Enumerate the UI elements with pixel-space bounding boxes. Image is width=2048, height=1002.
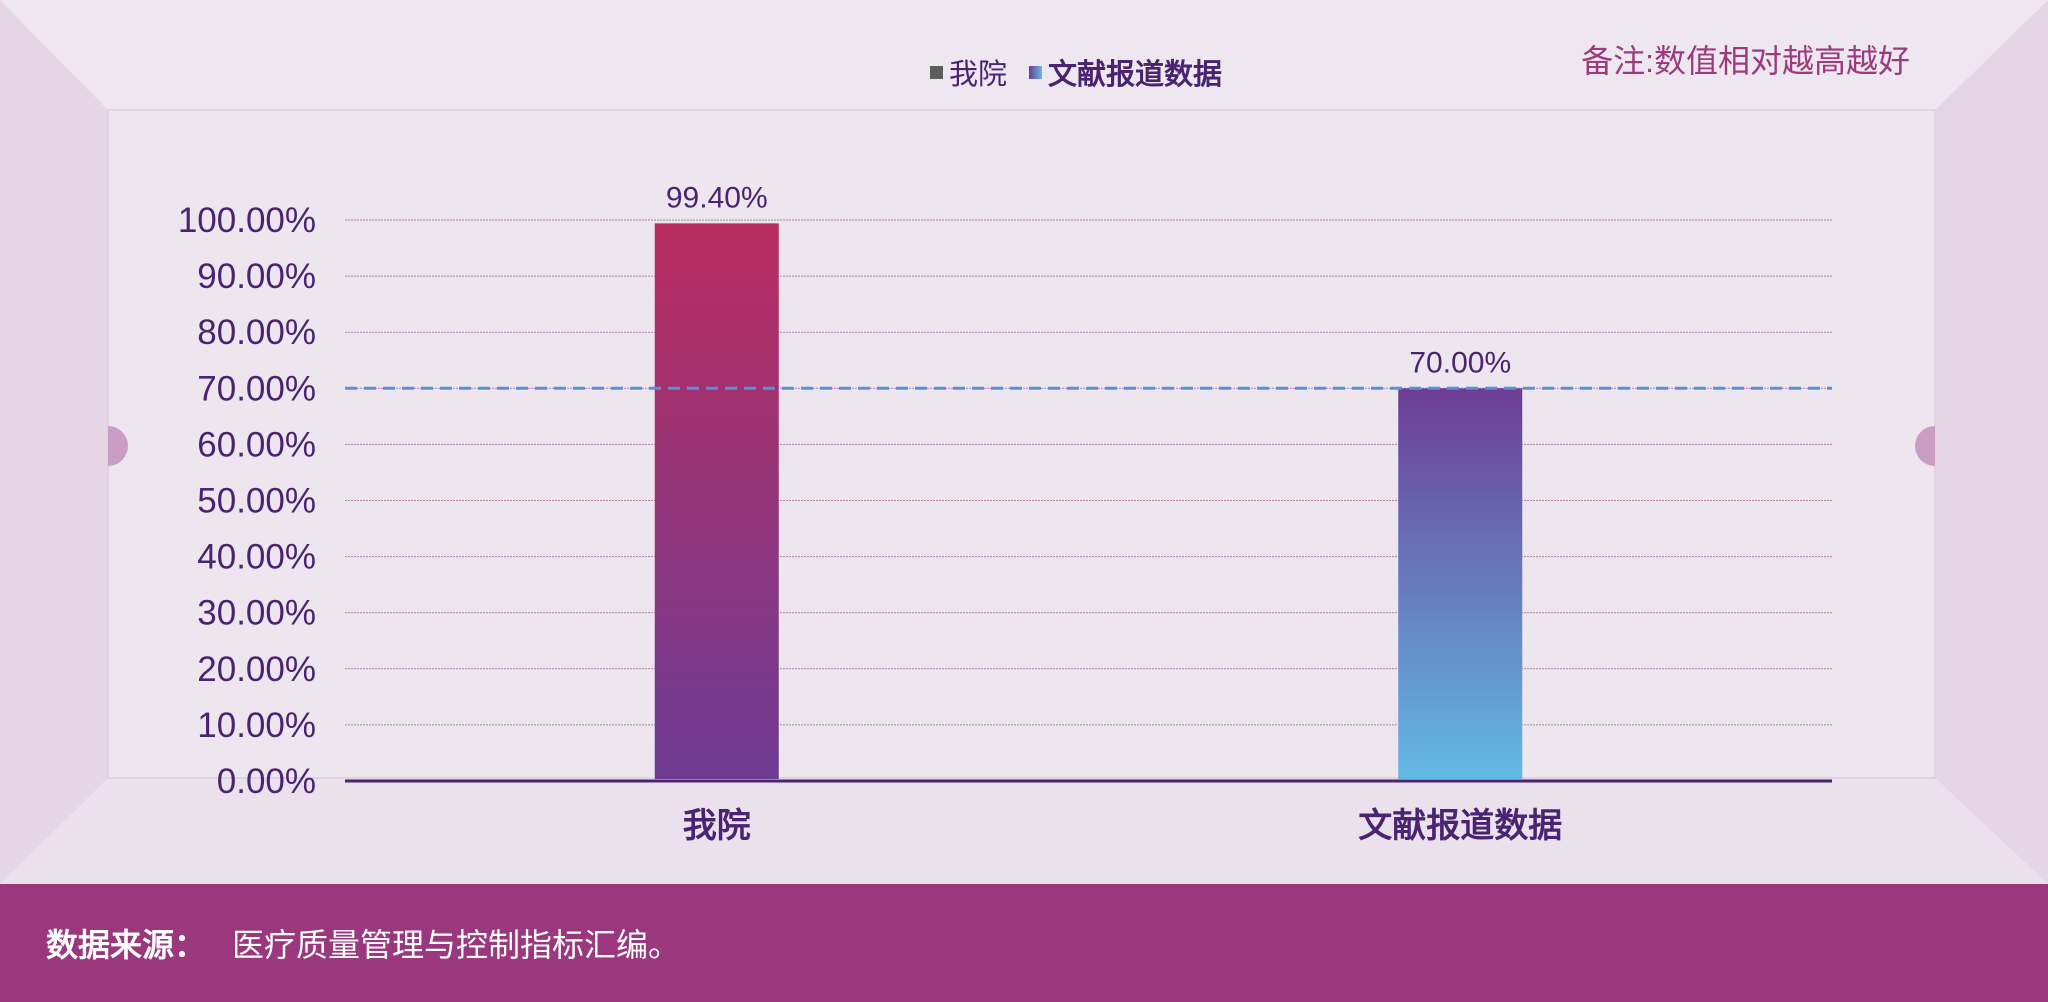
y-tick-label: 0.00% xyxy=(217,762,316,801)
bars-layer xyxy=(654,223,1523,780)
frame-right-knob xyxy=(1915,426,1935,466)
y-tick-label: 100.00% xyxy=(178,201,316,240)
frame-right-panel xyxy=(1935,0,2048,884)
frame-left-knob xyxy=(108,426,128,466)
x-category-label: 我院 xyxy=(683,806,751,845)
bar-1 xyxy=(1398,388,1523,779)
legend-label: 文献报道数据 xyxy=(1048,59,1223,91)
labels-layer: 0.00% 10.00% 20.00% 30.00% 40.00% 50.00% 60.00… xyxy=(178,181,1832,845)
legend-swatch-icon xyxy=(1029,65,1043,79)
bar-0 xyxy=(654,223,779,780)
chart-frame: 0.00% 10.00% 20.00% 30.00% 40.00% 50.00% 60.00… xyxy=(0,0,2048,884)
chart-legend: 我院 文献报道数据 xyxy=(930,52,1222,92)
y-tick-label: 10.00% xyxy=(197,706,316,745)
data-label: 99.40% xyxy=(666,181,768,214)
y-tick-label: 80.00% xyxy=(197,313,316,352)
legend-item-our-hospital: 我院 xyxy=(930,51,1007,93)
data-label: 70.00% xyxy=(1409,346,1511,379)
footer-bar: 数据来源： 医疗质量管理与控制指标汇编。 xyxy=(0,884,2048,1002)
chart-note: 备注:数值相对越高越好 xyxy=(1581,43,1910,79)
y-tick-label: 50.00% xyxy=(197,482,316,521)
chart-svg: 0.00% 10.00% 20.00% 30.00% 40.00% 50.00% 60.00… xyxy=(0,0,2048,884)
y-tick-label: 60.00% xyxy=(197,425,316,464)
legend-item-literature: 文献报道数据 xyxy=(1029,51,1222,93)
x-category-label: 文献报道数据 xyxy=(1358,807,1562,845)
y-tick-label: 20.00% xyxy=(197,650,316,689)
footer-source-text: 医疗质量管理与控制指标汇编。 xyxy=(232,927,681,963)
frame-left-panel xyxy=(0,0,108,884)
y-tick-label: 30.00% xyxy=(197,594,316,633)
frame-top-panel xyxy=(0,0,2048,110)
legend-swatch-icon xyxy=(930,65,943,79)
y-tick-label: 90.00% xyxy=(197,257,316,296)
grid-layer xyxy=(345,219,1832,783)
legend-label: 我院 xyxy=(949,59,1008,91)
footer-source-label: 数据来源： xyxy=(46,927,207,963)
frame-bottom-panel xyxy=(0,778,2048,884)
y-tick-label: 40.00% xyxy=(197,538,316,577)
y-tick-label: 70.00% xyxy=(197,369,316,408)
